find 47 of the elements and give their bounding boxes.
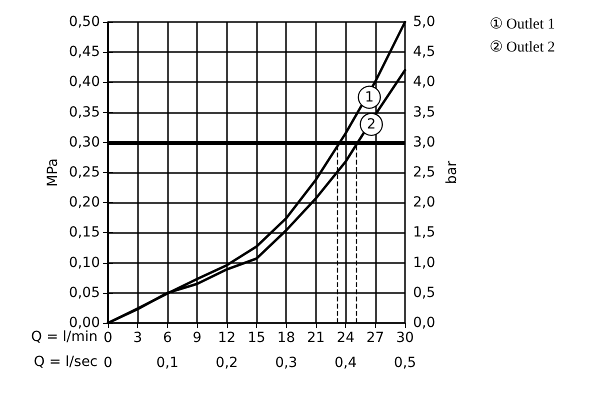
y2-tick-label: 3,0	[413, 134, 436, 150]
x2-axis-title: Q = l/sec	[34, 354, 98, 370]
y2-axis-title: bar	[444, 160, 460, 184]
text: ① Outlet 1	[490, 16, 556, 32]
x-tick-label: 27	[366, 330, 384, 346]
y-tick-label: 0,50	[68, 14, 100, 30]
x2-tick-label: 0,5	[394, 355, 416, 371]
y-tick-label: 0,25	[68, 164, 100, 180]
x2-tick-label: 0,3	[275, 355, 298, 371]
y2-tick-label: 4,0	[413, 74, 436, 90]
x2-tick-label: 0	[104, 355, 112, 371]
y-tick-label: 0,20	[68, 194, 100, 211]
annotation: 2	[366, 116, 376, 132]
y-tick-label: 0,05	[68, 284, 100, 301]
y2-tick-label: 2,5	[413, 164, 436, 180]
x-tick-label: 9	[192, 330, 202, 346]
x-tick-label: 3	[133, 330, 142, 346]
y2-tick-label: 4,5	[413, 44, 436, 60]
y-tick-label: 0,40	[68, 74, 100, 90]
annotation: 1	[364, 89, 374, 106]
y2-tick-label: 5,0	[413, 14, 436, 30]
y2-tick-label: 1,0	[413, 254, 436, 271]
y-tick-label: 0,10	[68, 254, 100, 271]
y-tick-label: 0,30	[68, 134, 100, 150]
x2-tick-label: 0,4	[334, 355, 357, 371]
x2-tick-label: 0,2	[216, 355, 238, 371]
y-tick-label: 0,00	[68, 315, 100, 331]
x-tick-label: 30	[396, 330, 414, 346]
y-tick-label: 0,45	[68, 44, 100, 60]
y2-tick-label: 3,5	[413, 104, 436, 120]
text: ② Outlet 2	[490, 40, 556, 56]
x-tick-label: 0	[104, 330, 112, 346]
y2-tick-label: 0,0	[413, 315, 436, 331]
y-axis-title: MPa	[45, 158, 61, 187]
y-tick-label: 0,15	[68, 224, 100, 241]
y-tick-label: 0,35	[68, 104, 100, 120]
y2-tick-label: 0,5	[413, 284, 436, 301]
x-tick-label: 6	[162, 330, 172, 346]
x-tick-label: 15	[248, 330, 266, 346]
x2-tick-label: 0,1	[156, 355, 179, 371]
x-tick-label: 18	[277, 330, 296, 346]
x-tick-label: 21	[306, 330, 325, 346]
x-tick-label: 24	[336, 330, 355, 346]
x-axis-title: Q = l/min	[30, 329, 98, 345]
y2-tick-label: 1,5	[413, 224, 436, 241]
y2-tick-label: 2,0	[413, 194, 436, 211]
x-tick-label: 12	[218, 330, 236, 346]
